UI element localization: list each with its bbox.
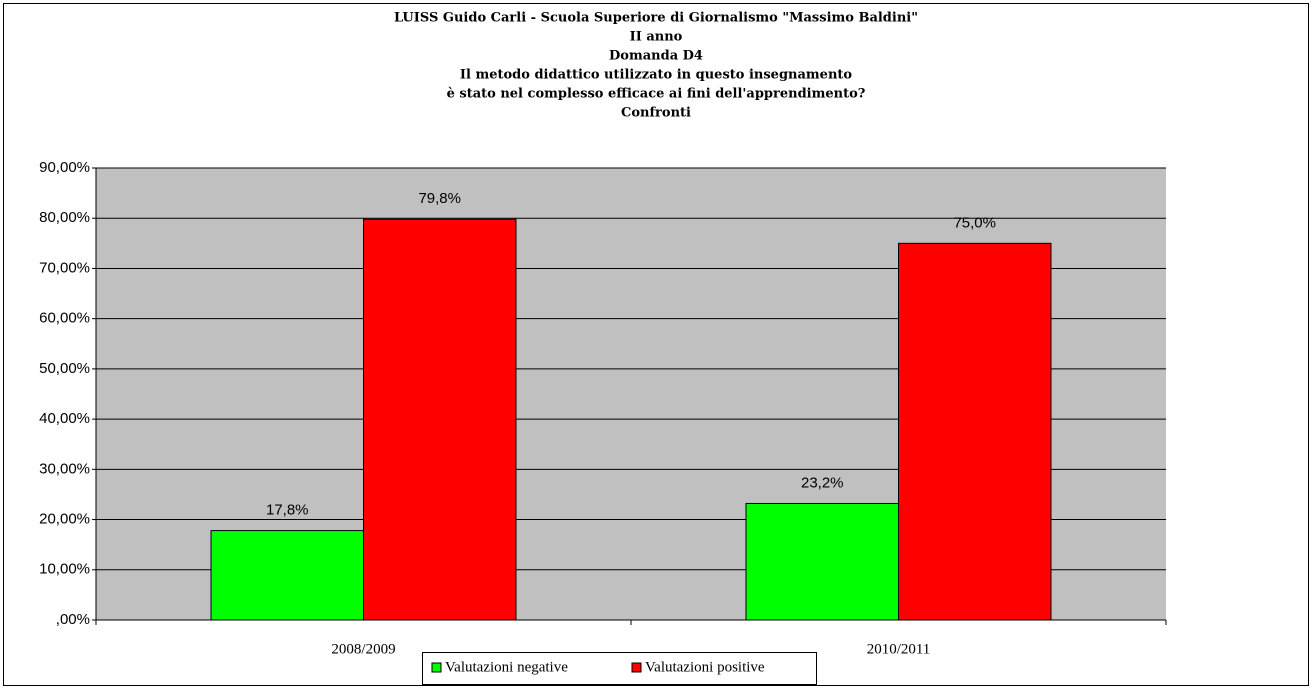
data-label: 23,2% [801,474,844,491]
data-label: 79,8% [418,190,461,207]
y-tick-label: 70,00% [39,259,90,276]
y-tick-label: 10,00% [39,561,90,578]
y-tick-label: 80,00% [39,209,90,226]
y-tick-label: 30,00% [39,460,90,477]
y-tick-label: 20,00% [39,511,90,528]
x-tick-label: 2010/2011 [867,641,931,657]
bar [745,502,900,621]
legend-swatch [431,662,442,673]
y-tick-label: 60,00% [39,310,90,327]
chart-title: Confronti [621,106,691,121]
legend-label: Valutazioni negative [445,659,568,675]
x-tick-label: 2008/2009 [331,641,395,657]
data-label: 17,8% [266,502,309,519]
legend-swatch [631,662,642,673]
chart-title: Il metodo didattico utilizzato in questo… [460,68,852,83]
y-tick-label: 50,00% [39,360,90,377]
data-label: 75,0% [953,214,996,231]
legend-label: Valutazioni positive [645,659,765,675]
y-tick-label: 90,00% [39,159,90,176]
bar [210,530,364,621]
legend [422,652,817,685]
chart-title: Domanda D4 [609,49,703,64]
chart-title: II anno [630,30,683,45]
y-tick-label: ,00% [56,611,90,628]
chart-title: è stato nel complesso efficace ai fini d… [447,87,866,102]
bar [363,218,517,621]
bar [898,242,1052,621]
y-tick-label: 40,00% [39,410,90,427]
chart-title: LUISS Guido Carli - Scuola Superiore di … [394,11,918,26]
